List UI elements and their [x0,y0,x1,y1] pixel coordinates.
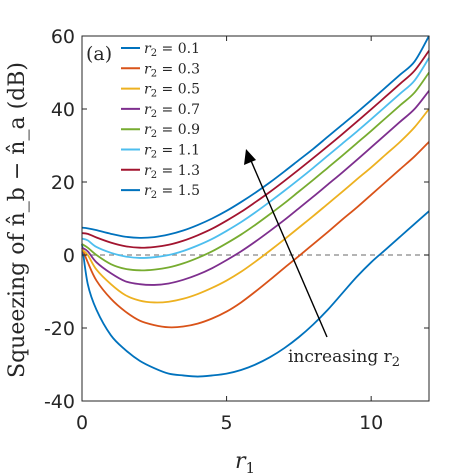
y-tick-label: 0 [63,245,75,267]
x-axis-label: r1 [235,449,255,476]
legend-label-3: r2 = 0.7 [144,102,200,120]
y-tick-label: 20 [51,172,75,194]
legend-label-7: r2 = 1.5 [144,183,200,201]
arrow-annotation-sub: 2 [392,355,400,370]
series-lines [81,35,430,378]
series-line-5 [81,57,430,259]
series-line-2 [81,108,430,304]
legend-label-0: r2 = 0.1 [144,41,200,59]
legend-label-6: r2 = 1.3 [144,163,200,181]
y-tick-label: 40 [51,99,75,121]
series-line-7 [81,35,430,239]
arrow-shaft [248,155,328,338]
series-line-6 [81,50,430,249]
plot-frame [81,35,430,402]
x-tick-label: 10 [359,412,383,434]
arrow-head [244,149,256,165]
y-tick-label: -20 [44,318,75,340]
legend-label-2: r2 = 0.5 [144,82,200,100]
x-tick-label: 5 [221,412,233,434]
legend-label-4: r2 = 0.9 [144,122,200,140]
legend-label-1: r2 = 0.3 [144,61,200,79]
x-axis-label-main: r [235,449,247,474]
x-axis-label-sub: 1 [245,459,255,476]
tick-labels: 0 5 10 -40 -20 0 20 40 60 [44,26,383,434]
y-axis-label: Squeezing of n̂_b − n̂_a (dB) [5,62,30,378]
arrow-annotation-main: increasing r [288,347,393,367]
y-tick-label: 60 [51,26,75,48]
arrow-annotation: increasing r2 [288,347,400,370]
series-line-4 [81,71,430,272]
legend-label-5: r2 = 1.1 [144,143,200,161]
x-tick-label: 0 [76,412,88,434]
axes [81,35,430,402]
panel-label: (a) [86,43,112,65]
series-line-1 [81,141,430,329]
series-line-3 [81,90,430,286]
increasing-arrow [244,149,328,338]
legend: r2 = 0.1 r2 = 0.3 r2 = 0.5 r2 = 0.7 r2 = 0.9… [121,41,200,201]
series-line-0 [81,210,430,378]
y-tick-label: -40 [44,391,75,413]
